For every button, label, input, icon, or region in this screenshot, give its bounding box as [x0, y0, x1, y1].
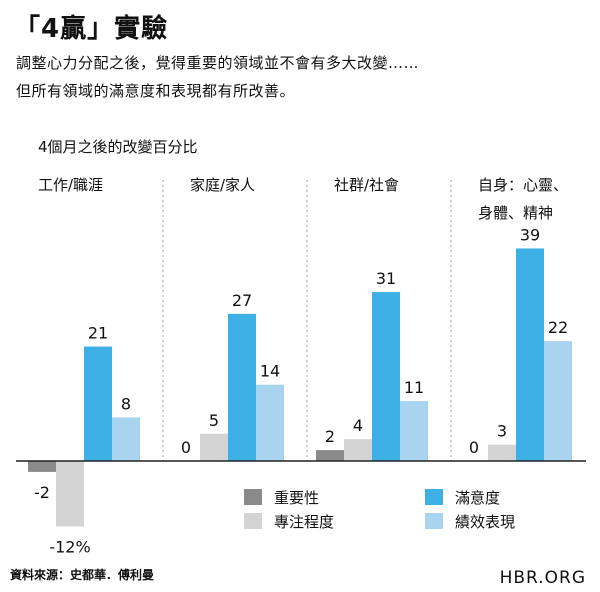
bar	[372, 292, 400, 461]
category-label: 社群/社會	[334, 176, 399, 194]
subtitle-line-1: 調整心力分配之後，覺得重要的領域並不會有多大改變……	[16, 54, 420, 72]
data-label: -12%	[49, 537, 90, 556]
data-label: 0	[181, 438, 191, 457]
bar	[56, 461, 84, 527]
category-label: 家庭/家人	[190, 176, 255, 194]
bar	[112, 417, 140, 461]
chart-title: 4個月之後的改變百分比	[38, 138, 198, 156]
data-label: 8	[121, 394, 131, 413]
legend-label: 重要性	[274, 489, 319, 507]
data-label: 39	[520, 225, 540, 244]
data-label: 2	[325, 427, 335, 446]
legend-swatch	[244, 489, 262, 505]
legend-label: 專注程度	[274, 513, 334, 531]
data-label: 3	[497, 422, 507, 441]
category-label: 自身：心靈、	[478, 176, 568, 194]
bar	[200, 433, 228, 461]
category-label: 工作/職涯	[38, 176, 103, 194]
data-label: 4	[353, 416, 363, 435]
data-label: 27	[232, 291, 252, 310]
data-label: 14	[260, 362, 280, 381]
legend-label: 績效表現	[455, 513, 515, 531]
bar	[488, 444, 516, 461]
page-title: 「4贏」實驗	[14, 14, 169, 44]
bar	[344, 439, 372, 461]
bar	[84, 346, 112, 461]
bar	[228, 313, 256, 461]
bar	[28, 461, 56, 472]
source-note: 資料來源：史都華．傅利曼	[10, 568, 155, 582]
bar	[256, 384, 284, 461]
legend-swatch	[244, 513, 262, 529]
bar	[516, 248, 544, 461]
subtitle-line-2: 但所有領域的滿意度和表現都有所改善。	[16, 82, 296, 100]
data-label: 31	[376, 269, 396, 288]
data-label: 5	[209, 411, 219, 430]
bar	[400, 401, 428, 461]
bar	[544, 341, 572, 461]
legend-swatch	[425, 489, 443, 505]
category-label: 身體、精神	[478, 204, 553, 222]
legend-swatch	[425, 513, 443, 529]
data-label: 21	[88, 324, 108, 343]
data-label: -2	[34, 483, 50, 502]
legend-label: 滿意度	[455, 489, 500, 507]
brand-logo-text: HBR.ORG	[499, 568, 586, 588]
data-label: 0	[469, 438, 479, 457]
data-label: 11	[404, 378, 424, 397]
bar	[316, 450, 344, 461]
data-label: 22	[548, 318, 568, 337]
